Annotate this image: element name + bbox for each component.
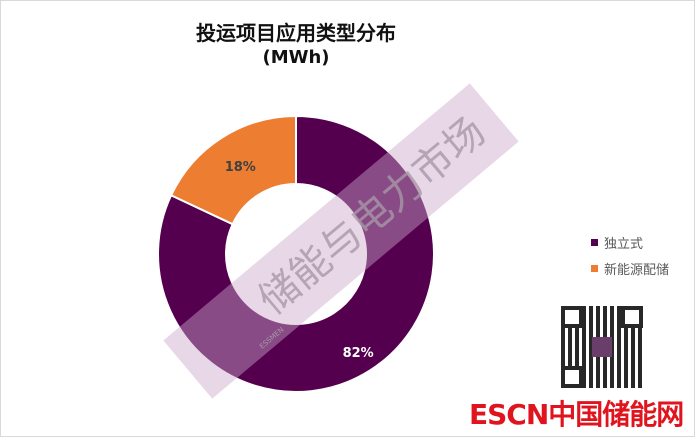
legend-item-1: 新能源配储 [591, 259, 669, 278]
qr-code [561, 306, 643, 388]
chart-title: 投运项目应用类型分布 [196, 21, 396, 45]
chart-subtitle: (MWh) [262, 47, 330, 68]
data-label-0: 82% [343, 346, 374, 361]
escn-logo: ESCN中国储能网 [469, 398, 684, 431]
donut-slice-1 [169, 114, 297, 226]
legend-label: 独立式 [604, 237, 644, 252]
legend-swatch [591, 265, 598, 272]
data-label-1: 18% [225, 160, 256, 175]
legend-item-0: 独立式 [591, 233, 643, 252]
legend-label: 新能源配储 [604, 263, 670, 278]
donut-slice-0 [157, 114, 435, 393]
legend-swatch [591, 239, 598, 246]
